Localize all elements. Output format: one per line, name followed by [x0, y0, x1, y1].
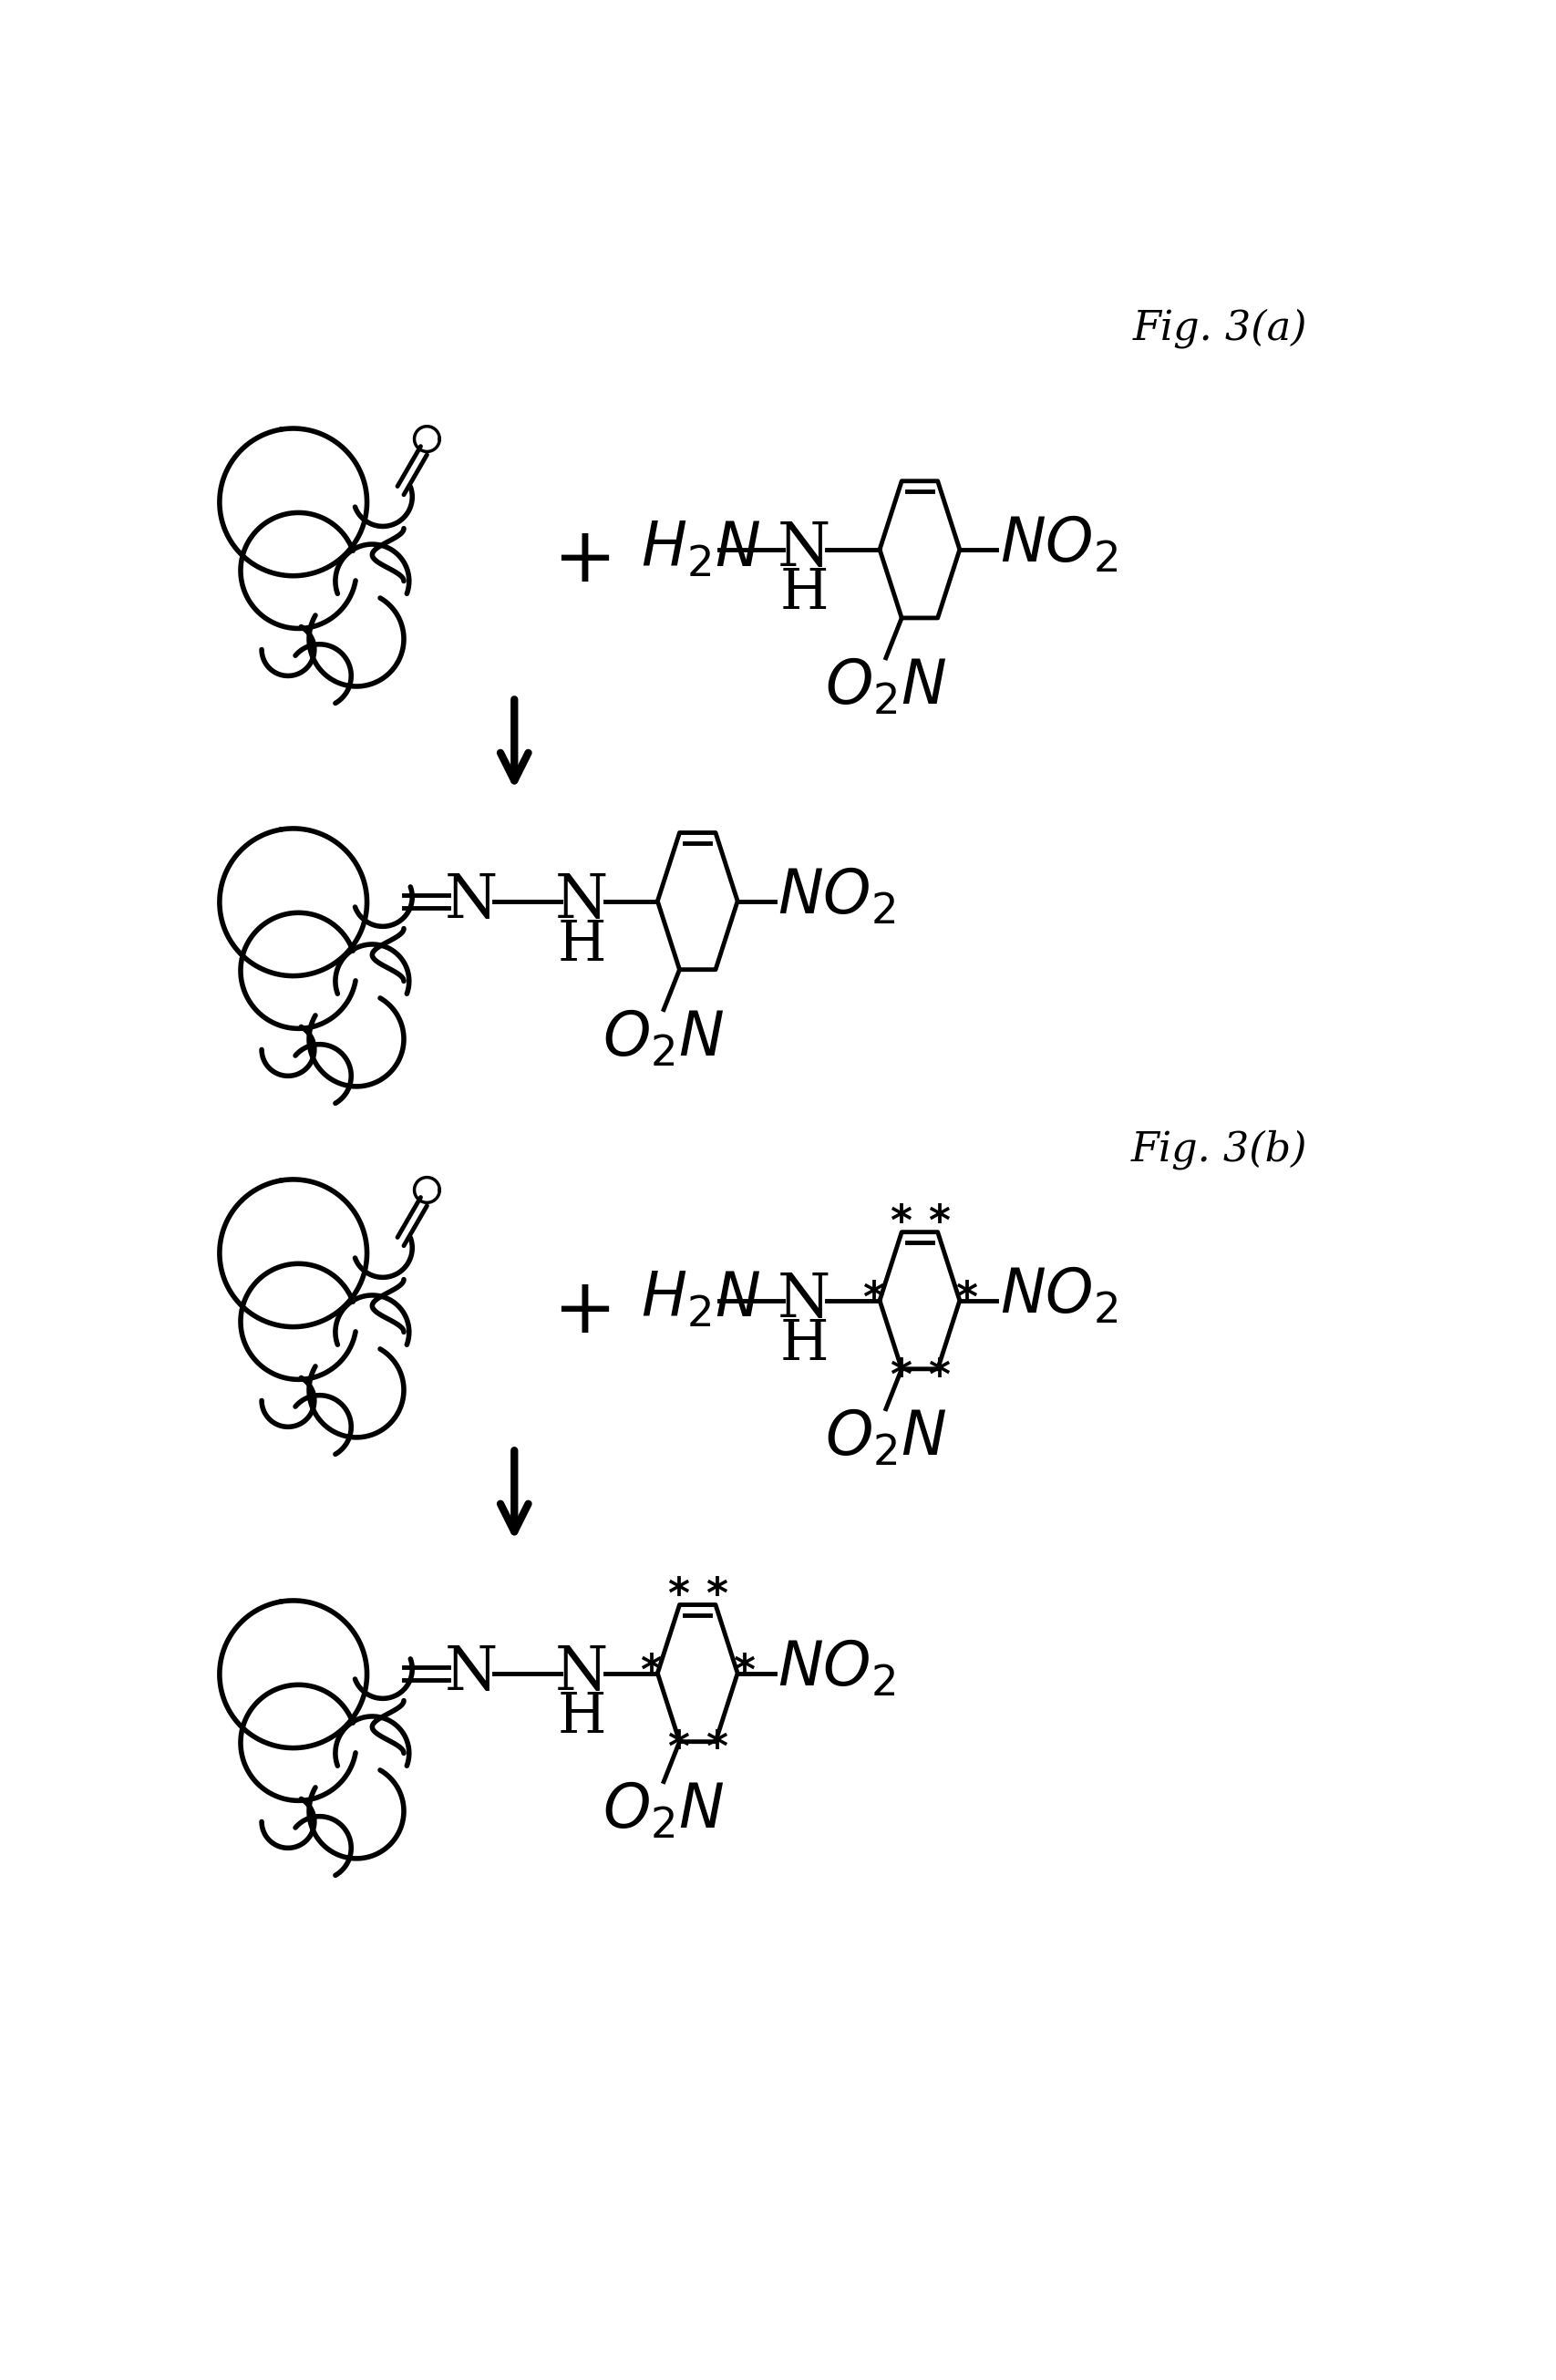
- Text: Fig. 3(a): Fig. 3(a): [1133, 309, 1307, 347]
- Text: $NO_2$: $NO_2$: [999, 514, 1117, 576]
- Text: Fig. 3(b): Fig. 3(b): [1131, 1130, 1307, 1169]
- Text: H: H: [557, 1690, 605, 1745]
- Text: $NO_2$: $NO_2$: [776, 1640, 895, 1699]
- Text: $H_2N$: $H_2N$: [641, 519, 761, 578]
- Text: N: N: [555, 871, 608, 931]
- Text: $O_2N$: $O_2N$: [602, 1780, 725, 1842]
- Text: $H_2N$: $H_2N$: [641, 1271, 761, 1330]
- Text: +: +: [552, 524, 616, 597]
- Text: N: N: [555, 1645, 608, 1704]
- Text: N: N: [776, 1271, 829, 1330]
- Text: N: N: [445, 1645, 498, 1704]
- Text: $O_2N$: $O_2N$: [602, 1009, 725, 1069]
- Text: *: *: [733, 1652, 755, 1695]
- Text: +: +: [552, 1273, 616, 1347]
- Text: *: *: [705, 1730, 727, 1771]
- Text: *: *: [668, 1730, 689, 1771]
- Text: $NO_2$: $NO_2$: [776, 866, 895, 928]
- Text: *: *: [640, 1652, 661, 1695]
- Text: N: N: [776, 519, 829, 578]
- Text: N: N: [445, 871, 498, 931]
- Text: $O_2N$: $O_2N$: [825, 657, 946, 716]
- Text: *: *: [890, 1357, 912, 1397]
- Text: *: *: [954, 1280, 976, 1321]
- Text: *: *: [927, 1204, 949, 1245]
- Text: H: H: [557, 919, 605, 973]
- Text: *: *: [705, 1576, 727, 1616]
- Text: H: H: [780, 1319, 828, 1373]
- Text: *: *: [668, 1576, 689, 1616]
- Text: $O_2N$: $O_2N$: [825, 1409, 946, 1468]
- Text: *: *: [890, 1204, 912, 1245]
- Text: $NO_2$: $NO_2$: [999, 1266, 1117, 1326]
- Text: H: H: [780, 566, 828, 621]
- Text: *: *: [927, 1357, 949, 1397]
- Text: *: *: [862, 1280, 884, 1321]
